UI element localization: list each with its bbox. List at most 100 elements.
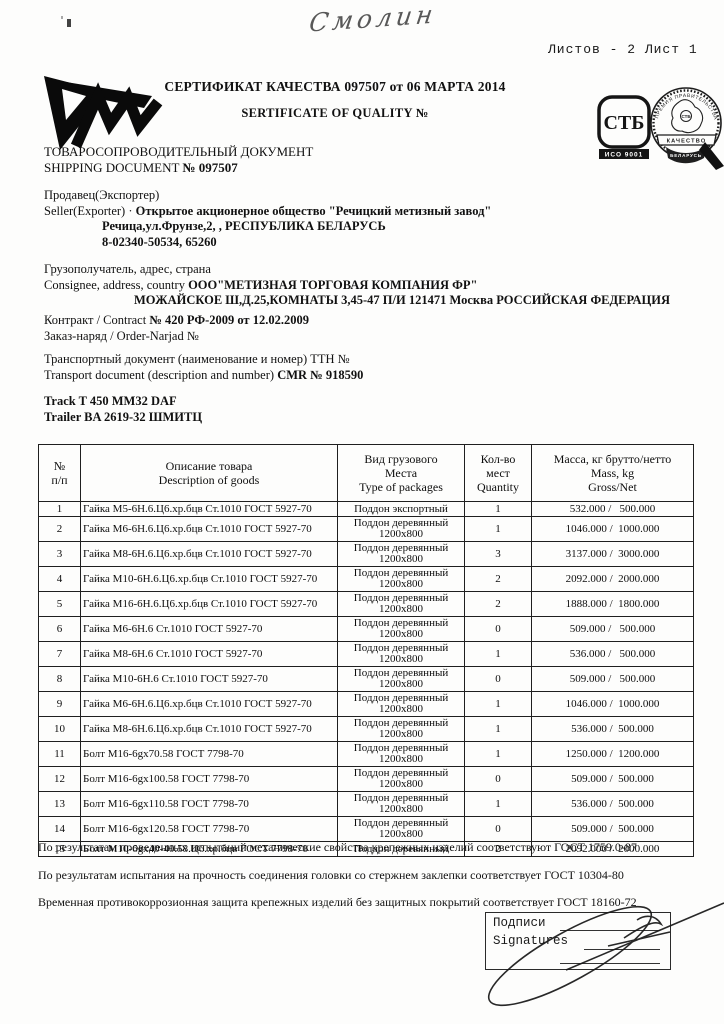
cell-num: 3: [38, 541, 81, 567]
cell-qty: 1: [464, 691, 532, 717]
cell-qty: 1: [464, 741, 532, 767]
table-row: 15 Болт М10-6gx40-40.58.Ц6.хр.бцв ГОСТ 77…: [38, 841, 694, 857]
cell-num: 9: [38, 691, 81, 717]
seller-address: Речица,ул.Фрунзе,2, , РЕСПУБЛИКА БЕЛАРУС…: [102, 219, 386, 233]
certificate-title-en: SERTIFICATE OF QUALITY №: [241, 106, 429, 120]
table-row: 9 Гайка М6-6Н.6.Ц6.хр.бцв Ст.1010 ГОСТ 59…: [38, 691, 694, 717]
certificate-title-ru: СЕРТИФИКАТ КАЧЕСТВА 097507 от 06 МАРТА 2…: [164, 79, 506, 94]
goods-table-body: 1 Гайка М5-6Н.6.Ц6.хр.бцв Ст.1010 ГОСТ 59…: [38, 501, 694, 857]
cell-pkg: Поддон экспортный: [337, 501, 465, 517]
cell-desc: Гайка М5-6Н.6.Ц6.хр.бцв Ст.1010 ГОСТ 592…: [80, 501, 338, 517]
shipping-doc-ru: ТОВАРОСОПРОВОДИТЕЛЬНЫЙ ДОКУМЕНТ: [44, 144, 314, 159]
cell-qty: 1: [464, 516, 532, 542]
cell-mass: 536.000 / 500.000: [531, 641, 694, 667]
track-line: Track T 450 MM32 DAF: [44, 394, 177, 408]
cell-qty: 0: [464, 616, 532, 642]
cell-num: 11: [38, 741, 81, 767]
cell-desc: Гайка М10-6Н.6.Ц6.хр.бцв Ст.1010 ГОСТ 59…: [80, 566, 338, 592]
cell-mass: 532.000 / 500.000: [531, 501, 694, 517]
cell-num: 13: [38, 791, 81, 817]
transport-label-ru: Транспортный документ (наименование и но…: [44, 352, 350, 366]
table-row: 3 Гайка М8-6Н.6.Ц6.хр.бцв Ст.1010 ГОСТ 59…: [38, 541, 694, 567]
cell-num: 6: [38, 616, 81, 642]
cell-num: 2: [38, 516, 81, 542]
goods-table: № п/п Описание товара Description of goo…: [38, 444, 694, 857]
cell-num: 12: [38, 766, 81, 792]
consignee-label-en: Consignee, address, country: [44, 277, 185, 292]
signature-line: [584, 949, 660, 950]
consignee-name: ООО"МЕТИЗНАЯ ТОРГОВАЯ КОМПАНИЯ ФР": [188, 277, 478, 292]
seller-phone: 8-02340-50534, 65260: [102, 234, 217, 249]
table-row: 14 Болт М16-6gx120.58 ГОСТ 7798-70 Поддон …: [38, 816, 694, 842]
transport-value: CMR № 918590: [277, 367, 364, 382]
cell-qty: 2: [464, 566, 532, 592]
cell-mass: 509.000 / 500.000: [531, 816, 694, 842]
certification-stamps: СТБ ИСО 9001 ПРЕМИЯ ПРАВИТЕЛЬСТВА СТБ КА…: [592, 84, 724, 176]
consignee-line-en: Consignee, address, country ООО"МЕТИЗНАЯ…: [44, 278, 704, 294]
cell-mass: 2092.000 / 2000.000: [531, 841, 694, 857]
cell-desc: Болт М10-6gx40-40.58.Ц6.хр.бцв ГОСТ 7798…: [80, 841, 338, 857]
cell-mass: 3137.000 / 3000.000: [531, 541, 694, 567]
consignee-block: Грузополучатель, адрес, страна Consignee…: [44, 262, 704, 309]
cell-pkg: Поддон деревянный 1200х800: [337, 591, 465, 617]
cell-desc: Гайка М6-6Н.6.Ц6.хр.бцв Ст.1010 ГОСТ 592…: [80, 516, 338, 542]
transport-label-en: Transport document (description and numb…: [44, 367, 275, 382]
gost-notes: По результатам проведенных испытаний мех…: [38, 840, 708, 923]
consignee-address: МОЖАЙСКОЕ Ш,Д.25,КОМНАТЫ 3,45-47 П/И 121…: [134, 293, 670, 307]
cell-qty: 1: [464, 791, 532, 817]
contract-label: Контракт / Contract: [44, 313, 147, 327]
quality-award-stamp-icon: ПРЕМИЯ ПРАВИТЕЛЬСТВА СТБ КАЧЕСТВО БЕЛАРУ…: [649, 84, 724, 179]
table-row: 12 Болт М16-6gx100.58 ГОСТ 7798-70 Поддон …: [38, 766, 694, 792]
table-row: 2 Гайка М6-6Н.6.Ц6.хр.бцв Ст.1010 ГОСТ 59…: [38, 516, 694, 542]
cell-qty: 2: [464, 591, 532, 617]
shipping-doc-heading: ТОВАРОСОПРОВОДИТЕЛЬНЫЙ ДОКУМЕНТ SHIPPING…: [44, 144, 313, 176]
cell-num: 7: [38, 641, 81, 667]
cell-num: 4: [38, 566, 81, 592]
cell-pkg: Поддон деревянный 1200х800: [337, 791, 465, 817]
contract-line: Контракт / Contract № 420 РФ-2009 от 12.…: [44, 313, 664, 329]
cell-num: 14: [38, 816, 81, 842]
cell-num: 5: [38, 591, 81, 617]
scan-speck: [61, 16, 63, 19]
cell-desc: Болт М16-6gx70.58 ГОСТ 7798-70: [80, 741, 338, 767]
transport-line-en: Transport document (description and numb…: [44, 368, 664, 384]
col-header-package: Вид грузового Места Type of packages: [337, 444, 465, 502]
table-row: 5 Гайка М16-6Н.6.Ц6.хр.бцв Ст.1010 ГОСТ 5…: [38, 591, 694, 617]
cell-desc: Гайка М16-6Н.6.Ц6.хр.бцв Ст.1010 ГОСТ 59…: [80, 591, 338, 617]
cell-mass: 1046.000 / 1000.000: [531, 691, 694, 717]
table-row: 6 Гайка М6-6Н.6 Ст.1010 ГОСТ 5927-70 Поддо…: [38, 616, 694, 642]
signature-label-en: Signatures: [493, 934, 569, 948]
contract-block: Контракт / Contract № 420 РФ-2009 от 12.…: [44, 313, 664, 344]
cell-pkg: Поддон деревянный 1200х800: [337, 516, 465, 542]
seller-name: Открытое акционерное общество "Речицкий …: [135, 203, 492, 218]
cell-pkg: Поддон деревянный 1200х800: [337, 691, 465, 717]
contract-value: № 420 РФ-2009 от 12.02.2009: [149, 313, 309, 327]
award-map-text: СТБ: [681, 114, 691, 119]
cell-qty: 0: [464, 766, 532, 792]
shipping-doc-en-label: SHIPPING DOCUMENT: [44, 160, 180, 175]
cell-mass: 1046.000 / 1000.000: [531, 516, 694, 542]
table-row: 10 Гайка М8-6Н.6.Ц6.хр.бцв Ст.1010 ГОСТ 5…: [38, 716, 694, 742]
stb-letters: СТБ: [603, 112, 644, 134]
cell-mass: 509.000 / 500.000: [531, 616, 694, 642]
seller-label-en: Seller(Exporter) ·: [44, 203, 133, 218]
order-narjad-line: Заказ-наряд / Order-Narjad №: [44, 328, 199, 343]
cell-pkg: Поддон деревянный 1200х800: [337, 666, 465, 692]
handwritten-note: Смолин: [307, 0, 439, 38]
cell-desc: Гайка М6-6Н.6.Ц6.хр.бцв Ст.1010 ГОСТ 592…: [80, 691, 338, 717]
cell-pkg: Поддон деревянный 1200х800: [337, 716, 465, 742]
cell-mass: 509.000 / 500.000: [531, 666, 694, 692]
cell-qty: 1: [464, 641, 532, 667]
transport-block: Транспортный документ (наименование и но…: [44, 352, 664, 383]
cell-pkg: Поддон деревянный: [337, 841, 465, 857]
table-row: 4 Гайка М10-6Н.6.Ц6.хр.бцв Ст.1010 ГОСТ 5…: [38, 566, 694, 592]
table-row: 8 Гайка М10-6Н.6 Ст.1010 ГОСТ 5927-70 Подд…: [38, 666, 694, 692]
cell-pkg: Поддон деревянный 1200х800: [337, 566, 465, 592]
consignee-label-ru: Грузополучатель, адрес, страна: [44, 262, 211, 276]
table-row: 13 Болт М16-6gx110.58 ГОСТ 7798-70 Поддон …: [38, 791, 694, 817]
cell-mass: 536.000 / 500.000: [531, 716, 694, 742]
col-header-num: № п/п: [38, 444, 81, 502]
trailer-line: Trailer BA 2619-32 ШМИТЦ: [44, 409, 203, 424]
cell-qty: 1: [464, 501, 532, 517]
col-header-description: Описание товара Description of goods: [80, 444, 338, 502]
